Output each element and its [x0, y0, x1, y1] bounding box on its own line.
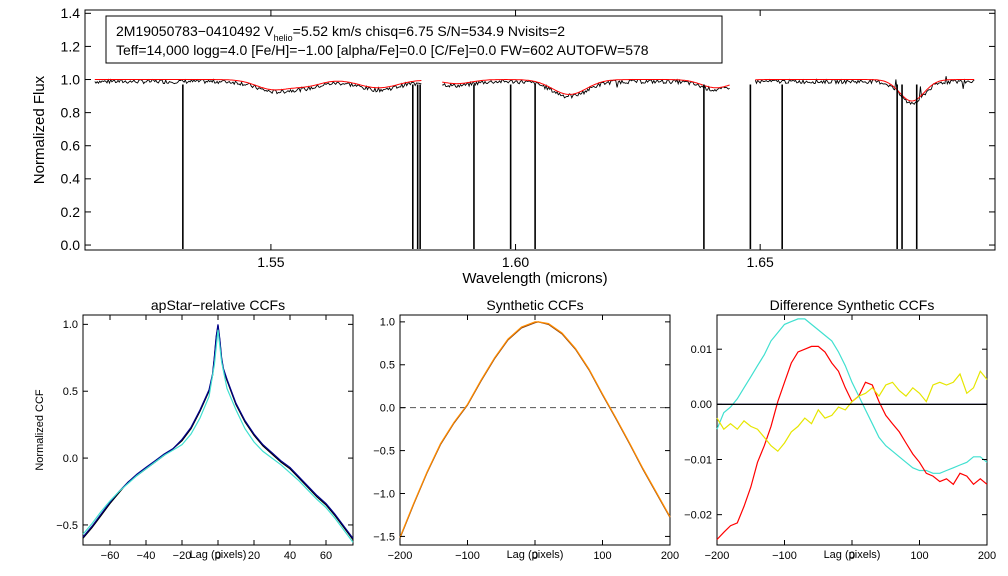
- difference-ccf-title: Difference Synthetic CCFs: [770, 297, 935, 313]
- apstar-ccf-plot-area: [82, 324, 354, 543]
- difference-ccf-series-red: [716, 345, 988, 540]
- x-tick-label: −200: [388, 550, 413, 562]
- synthetic-ccf-plot-area: [399, 321, 671, 539]
- difference-ccf-panel: Difference Synthetic CCFs Lag (pixels) −…: [684, 297, 996, 562]
- x-tick-label: −60: [101, 550, 120, 562]
- y-tick-label: 0.8: [61, 105, 81, 121]
- y-tick-label: −0.01: [684, 454, 712, 466]
- difference-ccf-x-label: Lag (pixels): [824, 549, 881, 561]
- x-tick-label: 40: [284, 550, 296, 562]
- synthetic-ccf-title: Synthetic CCFs: [486, 297, 583, 313]
- y-tick-label: −0.02: [684, 510, 712, 522]
- y-tick-label: 1.0: [63, 319, 78, 331]
- model-spectrum-chip-2: [442, 79, 730, 95]
- spectrum-frame: [84, 9, 996, 251]
- apstar-ccf-series-visit-2: [82, 324, 354, 539]
- y-tick-label: 0.6: [61, 138, 81, 154]
- y-tick-label: 0.0: [61, 237, 81, 253]
- x-tick-label: 200: [661, 550, 679, 562]
- y-tick-label: 0.2: [61, 204, 81, 220]
- apstar-ccf-panel: apStar−relative CCFs Lag (pixels) Normal…: [34, 297, 354, 562]
- model-spectrum-chip-1: [94, 79, 422, 91]
- x-tick-label: −200: [705, 550, 730, 562]
- x-tick-label: −100: [772, 550, 797, 562]
- x-tick-label: 1.55: [257, 254, 284, 270]
- observed-spectrum-chip-1: [94, 78, 422, 95]
- y-tick-label: 1.0: [380, 317, 395, 329]
- spectrum-panel: 2M19050783−0410492 Vhelio=5.52 km/s chis…: [31, 5, 996, 287]
- apstar-ccf-title: apStar−relative CCFs: [151, 297, 285, 313]
- y-tick-label: −1.0: [373, 488, 395, 500]
- x-tick-label: 0: [532, 550, 538, 562]
- x-tick-label: 20: [248, 550, 260, 562]
- apstar-ccf-y-label: Normalized CCF: [34, 389, 46, 471]
- annotation-line-1: 2M19050783−0410492 Vhelio=5.52 km/s chis…: [116, 23, 565, 43]
- x-tick-label: 200: [978, 550, 996, 562]
- spectrum-y-label: Normalized Flux: [31, 75, 48, 184]
- y-tick-label: 0.01: [691, 344, 712, 356]
- spectrum-x-label: Wavelength (microns): [462, 270, 607, 287]
- difference-ccf-series-turquoise: [716, 318, 988, 474]
- spectrum-plot-area: [94, 76, 975, 249]
- x-tick-label: 100: [910, 550, 928, 562]
- y-tick-label: 0.4: [61, 171, 81, 187]
- y-tick-label: −0.5: [373, 445, 395, 457]
- synthetic-ccf-series-synthetic-2: [399, 321, 671, 538]
- y-tick-label: 1.4: [61, 5, 81, 21]
- x-tick-label: −40: [137, 550, 156, 562]
- apstar-ccf-frame: [82, 314, 354, 546]
- difference-ccf-plot-area: [716, 318, 988, 540]
- x-tick-label: −20: [173, 550, 192, 562]
- y-tick-label: 1.2: [61, 38, 81, 54]
- synthetic-ccf-panel: Synthetic CCFs Lag (pixels) −200 −100 0 100…: [373, 297, 679, 562]
- y-tick-label: 0.0: [63, 453, 78, 465]
- difference-ccf-series-yellow: [716, 370, 988, 453]
- y-tick-label: −1.5: [373, 531, 395, 543]
- apstar-ccf-x-label: Lag (pixels): [190, 549, 247, 561]
- y-tick-label: 1.0: [61, 71, 81, 87]
- y-tick-label: 0.00: [691, 399, 712, 411]
- synthetic-ccf-x-label: Lag (pixels): [507, 549, 564, 561]
- apstar-ccf-series-visit-1: [82, 325, 354, 541]
- x-tick-label: 60: [320, 550, 332, 562]
- x-tick-label: 0: [215, 550, 221, 562]
- x-tick-label: −100: [455, 550, 480, 562]
- model-spectrum-chip-3: [755, 79, 975, 102]
- x-tick-label: 1.65: [747, 254, 774, 270]
- y-tick-label: 0.0: [380, 403, 395, 415]
- x-tick-label: 1.60: [502, 254, 529, 270]
- synthetic-ccf-series-synthetic: [399, 321, 671, 539]
- apstar-ccf-series-combined: [82, 329, 354, 543]
- annotation-box: [105, 15, 723, 64]
- observed-spectrum-chip-2: [442, 78, 730, 99]
- y-tick-label: 0.5: [63, 386, 78, 398]
- annotation-line-2: Teff=14,000 logg=4.0 [Fe/H]=−1.00 [alpha…: [116, 42, 649, 58]
- y-tick-label: 0.5: [380, 360, 395, 372]
- x-tick-label: 0: [849, 550, 855, 562]
- synthetic-ccf-frame: [399, 314, 671, 546]
- y-tick-label: −0.5: [56, 520, 78, 532]
- x-tick-label: 100: [593, 550, 611, 562]
- observed-spectrum-chip-3: [754, 76, 975, 105]
